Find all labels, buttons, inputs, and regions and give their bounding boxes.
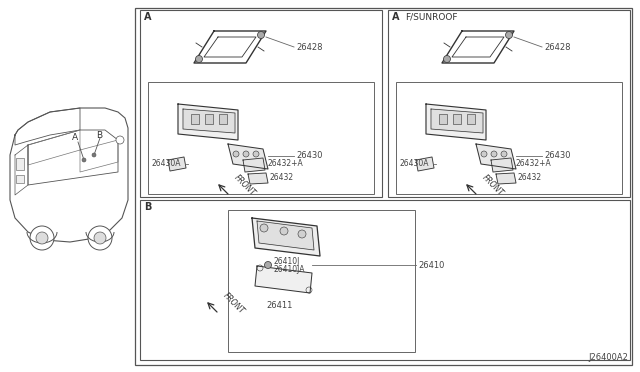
Circle shape <box>233 151 239 157</box>
Circle shape <box>298 230 306 238</box>
Circle shape <box>260 224 268 232</box>
Text: 26432: 26432 <box>270 173 294 183</box>
Text: F/SUNROOF: F/SUNROOF <box>405 13 458 22</box>
Circle shape <box>280 227 288 235</box>
Circle shape <box>491 151 497 157</box>
Text: 26410J: 26410J <box>274 257 300 266</box>
Bar <box>453 114 461 124</box>
Bar <box>140 10 382 197</box>
Circle shape <box>195 55 202 62</box>
Text: 26428: 26428 <box>296 42 323 51</box>
Bar <box>205 114 213 124</box>
Circle shape <box>36 232 48 244</box>
Bar <box>16 175 24 183</box>
Polygon shape <box>243 158 265 172</box>
Bar <box>388 10 630 197</box>
Polygon shape <box>183 109 235 133</box>
Text: A: A <box>72 134 78 142</box>
Circle shape <box>444 55 451 62</box>
Text: 26430A: 26430A <box>400 160 429 169</box>
Circle shape <box>94 232 106 244</box>
Circle shape <box>116 136 124 144</box>
Bar <box>219 114 227 124</box>
Circle shape <box>501 151 507 157</box>
Bar <box>135 8 632 365</box>
Text: B: B <box>144 202 152 212</box>
Polygon shape <box>491 158 513 172</box>
Text: 26411: 26411 <box>267 301 293 311</box>
Polygon shape <box>431 109 483 133</box>
Text: 26430: 26430 <box>296 151 323 160</box>
Bar <box>191 114 199 124</box>
Circle shape <box>82 158 86 162</box>
Text: 26432: 26432 <box>518 173 542 183</box>
Polygon shape <box>416 157 434 171</box>
Text: 26410: 26410 <box>418 260 444 269</box>
Circle shape <box>264 262 271 269</box>
Text: 26430A: 26430A <box>152 160 182 169</box>
Text: B: B <box>96 131 102 140</box>
Bar <box>439 114 447 124</box>
Polygon shape <box>252 218 320 256</box>
Text: FRONT: FRONT <box>480 173 505 198</box>
Text: 26432+A: 26432+A <box>515 160 551 169</box>
Circle shape <box>257 32 264 38</box>
Bar <box>228 210 415 352</box>
Bar <box>467 114 475 124</box>
Text: FRONT: FRONT <box>221 291 246 316</box>
Circle shape <box>30 226 54 250</box>
Text: 26428: 26428 <box>544 42 570 51</box>
Circle shape <box>243 151 249 157</box>
Circle shape <box>92 153 96 157</box>
Text: 26410JA: 26410JA <box>274 266 305 275</box>
Circle shape <box>253 151 259 157</box>
Circle shape <box>88 226 112 250</box>
Text: A: A <box>392 12 399 22</box>
Text: FRONT: FRONT <box>232 173 257 198</box>
Polygon shape <box>178 104 238 140</box>
Text: J26400A2: J26400A2 <box>588 353 628 362</box>
Bar <box>140 200 630 360</box>
Polygon shape <box>476 144 516 169</box>
Polygon shape <box>168 157 186 171</box>
Bar <box>396 82 622 194</box>
Text: 26432+A: 26432+A <box>267 160 303 169</box>
Polygon shape <box>257 221 314 250</box>
Bar <box>148 82 374 194</box>
Polygon shape <box>426 104 486 140</box>
Circle shape <box>481 151 487 157</box>
Polygon shape <box>496 173 516 184</box>
Text: A: A <box>144 12 152 22</box>
Text: 26430: 26430 <box>544 151 570 160</box>
Polygon shape <box>248 173 268 184</box>
Bar <box>16 158 24 170</box>
Polygon shape <box>228 144 268 169</box>
Polygon shape <box>255 266 312 293</box>
Circle shape <box>506 32 513 38</box>
